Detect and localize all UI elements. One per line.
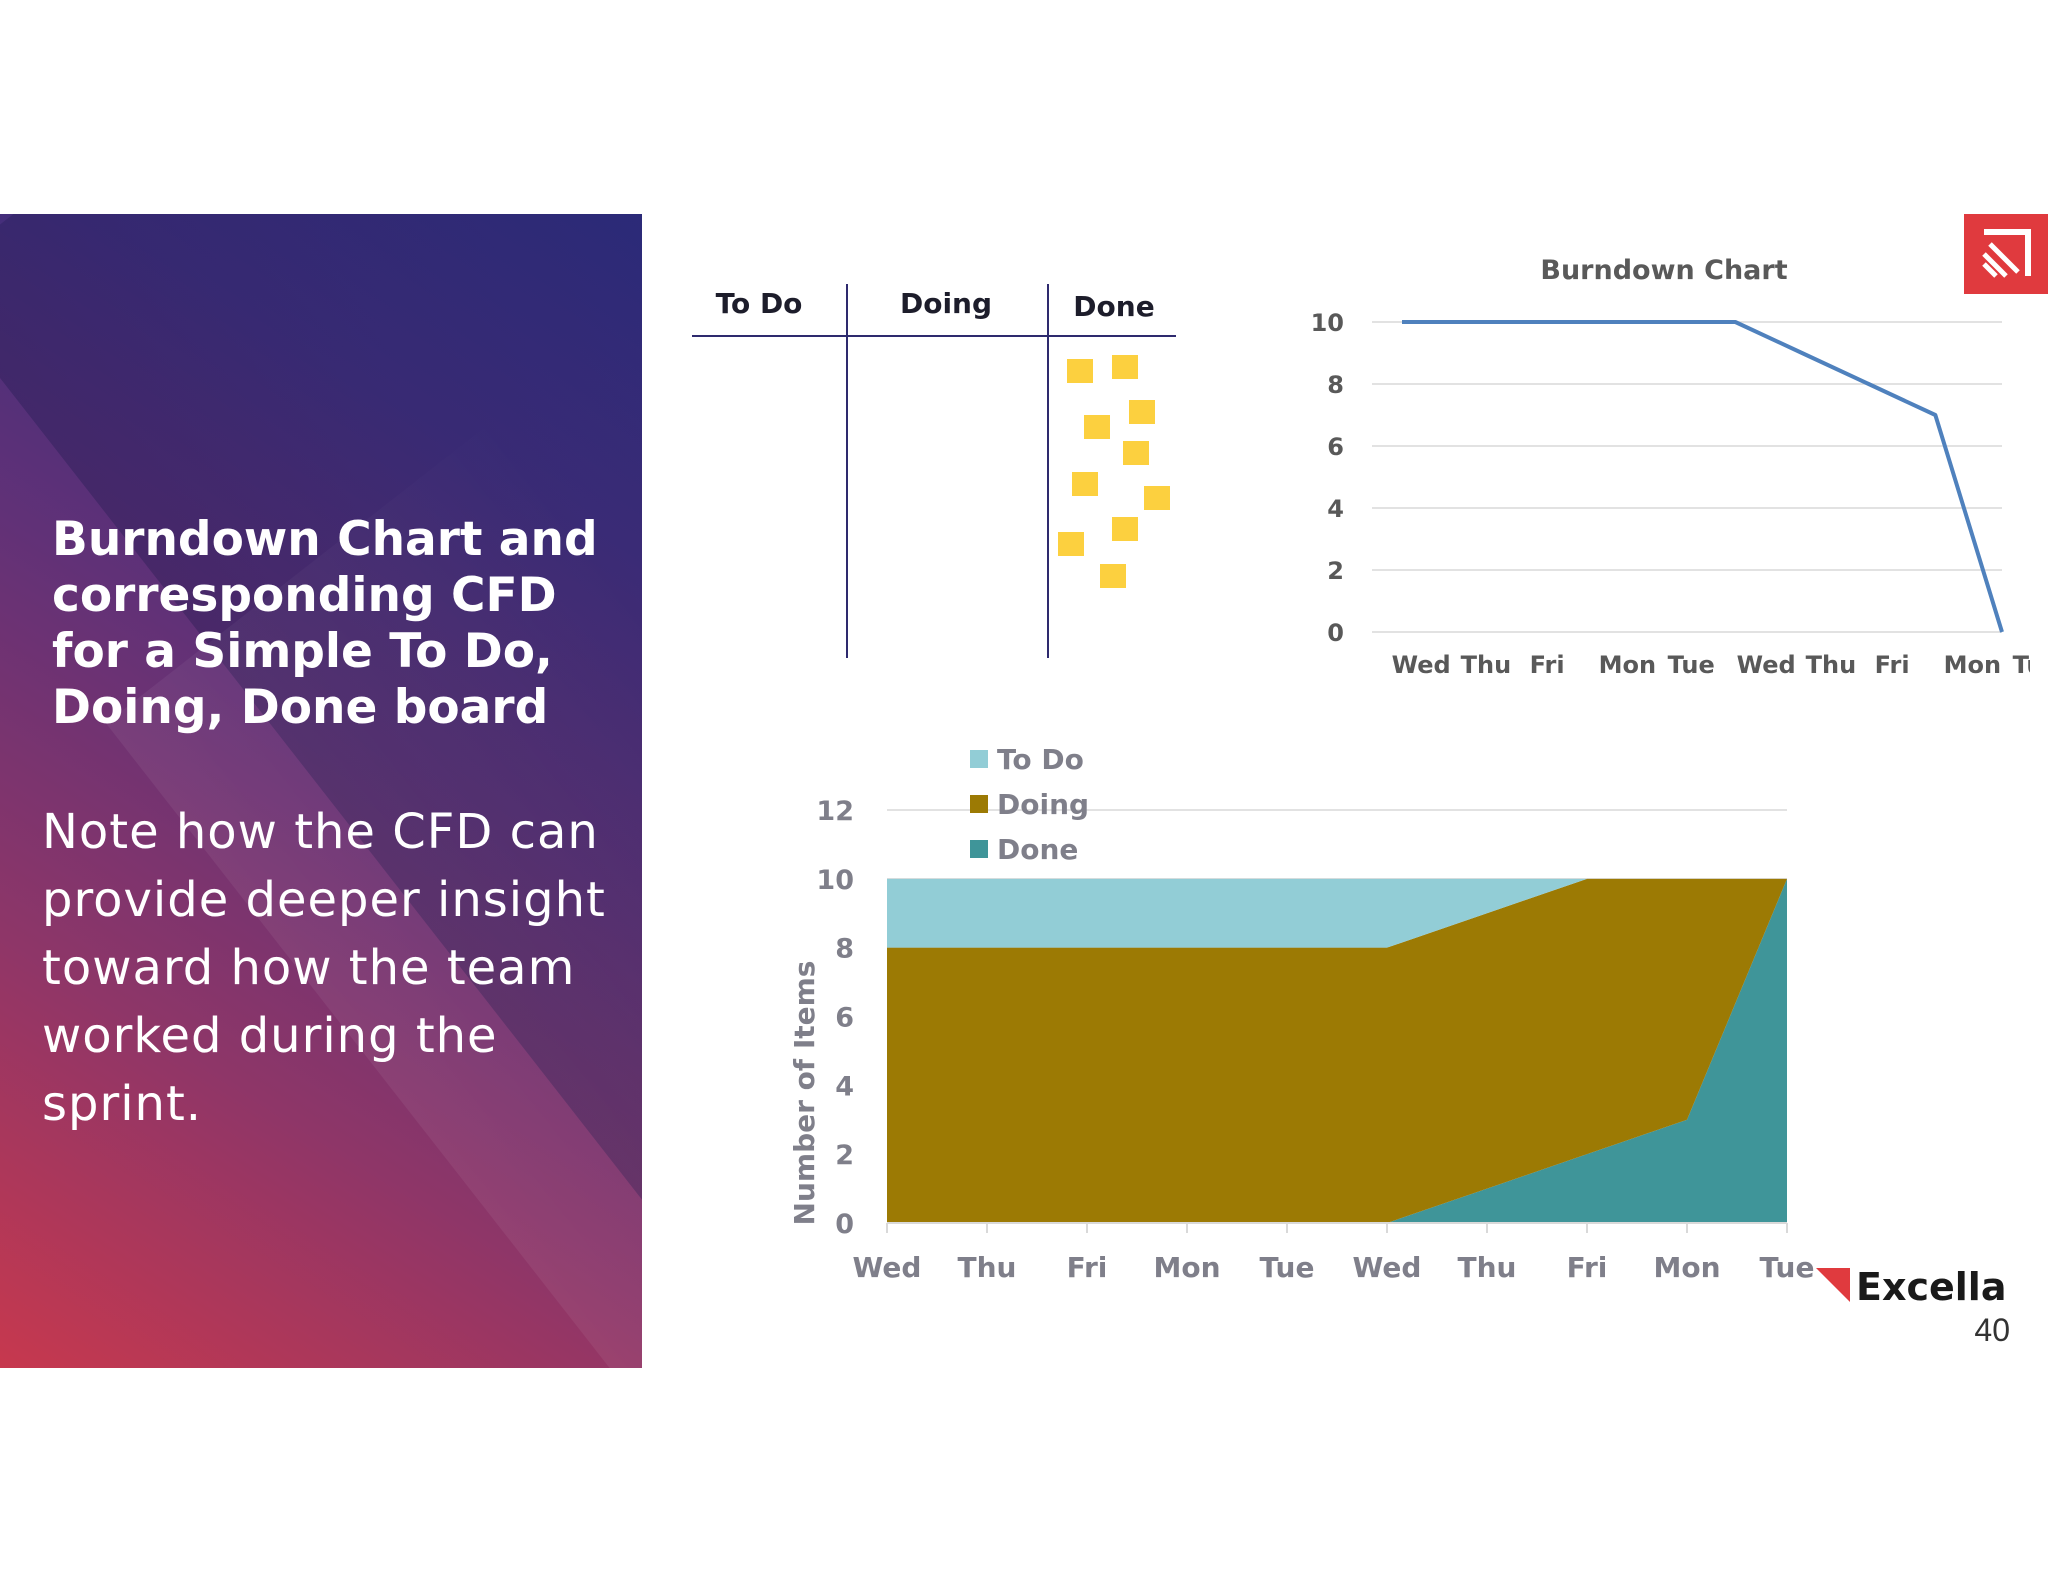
excella-logo-icon: Excella	[1814, 1265, 2006, 1309]
burndown-x-tick-7: Fri	[1875, 651, 1910, 679]
excella-wordmark: Excella	[1856, 1265, 2006, 1306]
burndown-x-tick-3: Mon	[1599, 651, 1656, 679]
burndown-y-tick-1: 2	[1327, 557, 1344, 585]
excella-logo: Excella	[1814, 1258, 2014, 1309]
cfd-legend-label-1: Doing	[997, 788, 1089, 821]
burndown-y-ticks: 0 2 4 6 8 10	[1311, 309, 1344, 647]
burndown-x-tick-2: Fri	[1530, 651, 1565, 679]
cfd-y-tick-5: 10	[816, 865, 854, 896]
board-column-todo: To Do	[716, 287, 803, 320]
cfd-x-tick-6: Thu	[1458, 1251, 1517, 1284]
brand-logo-mark	[1964, 214, 2048, 294]
cfd-y-axis-label: Number of Items	[788, 961, 821, 1226]
burndown-x-tick-9: Tue	[2013, 651, 2030, 679]
cfd-y-tick-1: 2	[835, 1140, 854, 1171]
cfd-y-tick-6: 12	[816, 796, 854, 827]
cfd-y-tick-2: 4	[835, 1071, 854, 1102]
cfd-area-done	[887, 878, 1787, 1223]
cfd-y-ticks: 0 2 4 6 8 10 12	[816, 796, 854, 1240]
burndown-x-tick-8: Mon	[1944, 651, 2001, 679]
cfd-x-tick-0: Wed	[853, 1251, 922, 1284]
board-column-doing: Doing	[900, 287, 992, 320]
burndown-chart-title: Burndown Chart	[1540, 255, 1787, 286]
burndown-x-tick-0: Wed	[1392, 651, 1451, 679]
cfd-x-ticks: Wed Thu Fri Mon Tue Wed Thu Fri Mon Tue	[853, 1223, 1815, 1284]
cumulative-flow-diagram: 0 2 4 6 8 10 12 Wed Thu Fri Mon Tue Wed Thu Fri Mon Tue…	[788, 743, 1815, 1284]
burndown-y-tick-2: 4	[1327, 495, 1344, 523]
cfd-x-tick-5: Wed	[1353, 1251, 1422, 1284]
cfd-x-tick-2: Fri	[1067, 1251, 1108, 1284]
logo-mark-icon	[1982, 229, 2031, 278]
cfd-legend-label-2: Done	[997, 833, 1078, 866]
slide-title: Burndown Chart and corresponding CFD for…	[52, 512, 598, 735]
done-card-4	[1129, 400, 1155, 424]
board-column-done: Done	[1073, 290, 1154, 323]
title-panel: Burndown Chart and corresponding CFD for…	[0, 214, 642, 1368]
burndown-gridlines	[1372, 321, 2002, 633]
cfd-legend-swatch-0	[970, 750, 988, 768]
done-card-3	[1084, 415, 1110, 439]
page-number: 40	[1974, 1312, 2010, 1348]
burndown-x-tick-5: Wed	[1737, 651, 1796, 679]
burndown-series-line	[1402, 320, 2004, 633]
done-card-6	[1072, 472, 1098, 496]
slide-body: Note how the CFD can provide deeper insi…	[42, 804, 606, 1132]
burndown-y-tick-3: 6	[1327, 433, 1344, 461]
burndown-y-tick-5: 10	[1311, 309, 1344, 337]
cfd-areas	[887, 878, 1787, 1223]
cfd-x-tick-3: Mon	[1153, 1251, 1220, 1284]
burndown-y-tick-4: 8	[1327, 371, 1344, 399]
done-card-8	[1112, 517, 1138, 541]
done-card-7	[1144, 486, 1170, 510]
burndown-x-ticks: Wed Thu Fri Mon Tue Wed Thu Fri Mon Tue	[1392, 651, 2030, 679]
cfd-x-tick-4: Tue	[1260, 1251, 1315, 1284]
done-card-1	[1067, 359, 1093, 383]
cfd-x-tick-8: Mon	[1653, 1251, 1720, 1284]
done-card-10	[1100, 564, 1126, 588]
cfd-y-tick-4: 8	[835, 934, 854, 965]
burndown-x-tick-4: Tue	[1668, 651, 1715, 679]
cfd-y-tick-0: 0	[835, 1209, 854, 1240]
burndown-y-tick-0: 0	[1327, 619, 1344, 647]
done-card-9	[1058, 532, 1084, 556]
cfd-legend-swatch-2	[970, 840, 988, 858]
cfd-area-to-do	[887, 878, 1787, 948]
done-card-2	[1112, 355, 1138, 379]
kanban-board: To Do Doing Done	[692, 284, 1176, 658]
cfd-x-tick-9: Tue	[1760, 1251, 1815, 1284]
done-cards	[1058, 355, 1170, 588]
cfd-x-tick-1: Thu	[958, 1251, 1017, 1284]
cfd-legend: To Do Doing Done	[970, 743, 1089, 866]
done-card-5	[1123, 441, 1149, 465]
burndown-x-tick-1: Thu	[1461, 651, 1512, 679]
burndown-x-tick-6: Thu	[1806, 651, 1857, 679]
cfd-legend-swatch-1	[970, 795, 988, 813]
cfd-y-tick-3: 6	[835, 1003, 854, 1034]
cfd-legend-label-0: To Do	[997, 743, 1084, 776]
cfd-x-tick-7: Fri	[1567, 1251, 1608, 1284]
cfd-area-doing	[887, 878, 1787, 1223]
